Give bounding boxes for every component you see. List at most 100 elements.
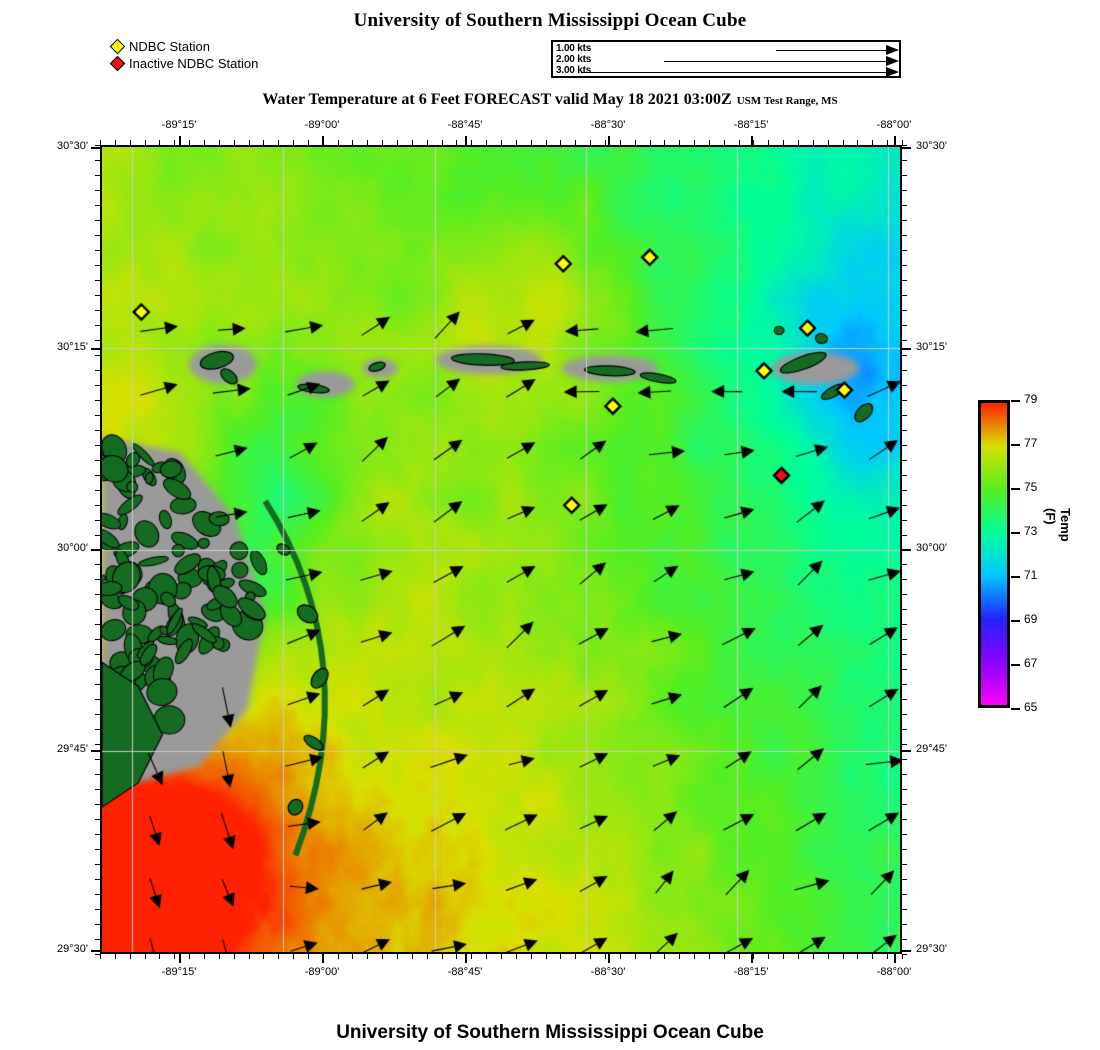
axis-tick-minor (590, 954, 592, 959)
velocity-scale-row: 1.00 kts (553, 43, 899, 56)
axis-tick-minor (902, 864, 907, 866)
axis-tick-minor (902, 474, 907, 476)
axis-tick-minor (129, 954, 131, 959)
axis-tick-minor (501, 954, 502, 959)
axis-label-longitude: -88°45' (447, 119, 483, 131)
axis-tick-minor (738, 954, 740, 959)
axis-tick-minor (902, 564, 907, 566)
forecast-subtitle-region: USM Test Range, MS (736, 95, 838, 107)
colorbar-tick-label: 65 (1024, 700, 1038, 714)
axis-tick-major (91, 549, 100, 551)
colorbar-gradient (978, 400, 1010, 708)
axis-tick-minor (902, 414, 907, 416)
axis-tick-minor (902, 219, 907, 221)
axis-tick-minor (263, 954, 265, 959)
colorbar-tick-label: 69 (1024, 612, 1038, 626)
axis-tick-minor (293, 954, 295, 959)
axis-tick-minor (902, 609, 907, 611)
axis-tick-minor (902, 849, 907, 851)
axis-label-longitude: -89°15' (161, 119, 197, 131)
axis-tick-minor (545, 954, 547, 959)
axis-tick-minor (798, 954, 800, 959)
axis-tick-minor (411, 954, 413, 959)
colorbar-tick (1011, 620, 1020, 622)
axis-tick-minor (902, 534, 907, 536)
velocity-scale-label: 2.00 kts (556, 54, 592, 65)
axis-label-longitude: -88°45' (447, 966, 483, 978)
axis-tick-minor (902, 714, 907, 716)
axis-tick-minor (902, 729, 907, 731)
axis-tick-minor (902, 924, 907, 926)
page-title: University of Southern Mississippi Ocean… (353, 10, 747, 31)
axis-tick-minor (902, 669, 907, 671)
map-plot-area[interactable] (100, 145, 902, 954)
axis-label-longitude: -88°15' (733, 119, 769, 131)
axis-tick-minor (902, 399, 907, 401)
axis-tick-minor (679, 954, 681, 959)
station-legend: NDBC Station Inactive NDBC Station (109, 38, 259, 72)
axis-tick-minor (203, 954, 205, 959)
axis-tick-minor (768, 954, 770, 959)
axis-label-longitude: -88°15' (733, 966, 769, 978)
axis-tick-minor (902, 204, 907, 206)
axis-tick-minor (902, 145, 907, 146)
axis-tick-minor (902, 939, 907, 941)
axis-tick-minor (857, 954, 859, 959)
axis-tick-minor (322, 954, 324, 959)
axis-tick-major (91, 348, 100, 350)
axis-tick-minor (604, 954, 606, 959)
axis-tick-minor (233, 954, 235, 959)
axis-tick-minor (902, 384, 907, 386)
axis-tick-minor (902, 189, 907, 191)
axis-tick-major (902, 348, 911, 350)
colorbar-tick (1011, 708, 1020, 710)
legend-label-inactive: Inactive NDBC Station (129, 56, 259, 71)
axis-tick-minor (902, 894, 907, 896)
axis-tick-minor (352, 954, 354, 959)
axis-tick-minor (441, 954, 443, 959)
colorbar-tick-label: 73 (1024, 524, 1038, 538)
colorbar-tick (1011, 664, 1020, 666)
axis-label-latitude: 29°45' (916, 743, 947, 755)
axis-label-longitude: -88°30' (590, 119, 626, 131)
axis-tick-minor (397, 954, 399, 959)
axis-tick-minor (872, 954, 874, 959)
velocity-scale-legend: 1.00 kts 2.00 kts 3.00 kts (551, 40, 901, 78)
axis-tick-minor (902, 519, 907, 521)
colorbar-tick-label: 79 (1024, 392, 1038, 406)
colorbar-tick (1011, 532, 1020, 534)
axis-tick-minor (902, 699, 907, 701)
axis-label-latitude: 30°30' (57, 140, 88, 152)
axis-tick-major (91, 147, 100, 149)
axis-tick-minor (902, 339, 907, 341)
axis-tick-minor (114, 954, 116, 959)
axis-tick-major (608, 954, 610, 963)
axis-tick-minor (902, 654, 907, 656)
axis-tick-minor (456, 954, 458, 959)
axis-tick-major (608, 136, 610, 145)
diamond-marker-icon (109, 38, 126, 55)
colorbar-tick (1011, 488, 1020, 490)
axis-tick-major (322, 954, 324, 963)
axis-tick-major (902, 549, 911, 551)
axis-tick-minor (902, 954, 903, 959)
axis-label-latitude: 29°30' (57, 943, 88, 955)
axis-tick-minor (337, 954, 339, 959)
axis-tick-major (322, 136, 324, 145)
forecast-subtitle-main: Water Temperature at 6 Feet FORECAST val… (262, 91, 732, 108)
axis-tick-minor (189, 954, 191, 959)
colorbar-tick-label: 71 (1024, 568, 1038, 582)
axis-tick-minor (902, 744, 907, 746)
velocity-scale-row: 2.00 kts (553, 54, 899, 67)
axis-tick-minor (902, 369, 907, 371)
axis-tick-minor (902, 834, 907, 836)
axis-tick-minor (471, 954, 473, 959)
colorbar-tick (1011, 400, 1020, 402)
axis-tick-minor (902, 579, 907, 581)
axis-tick-minor (159, 954, 161, 959)
velocity-arrow-shaft (664, 61, 886, 62)
velocity-arrow-head-icon (886, 56, 899, 66)
axis-label-latitude: 29°45' (57, 743, 88, 755)
axis-tick-minor (902, 279, 907, 281)
axis-tick-minor (723, 954, 725, 959)
